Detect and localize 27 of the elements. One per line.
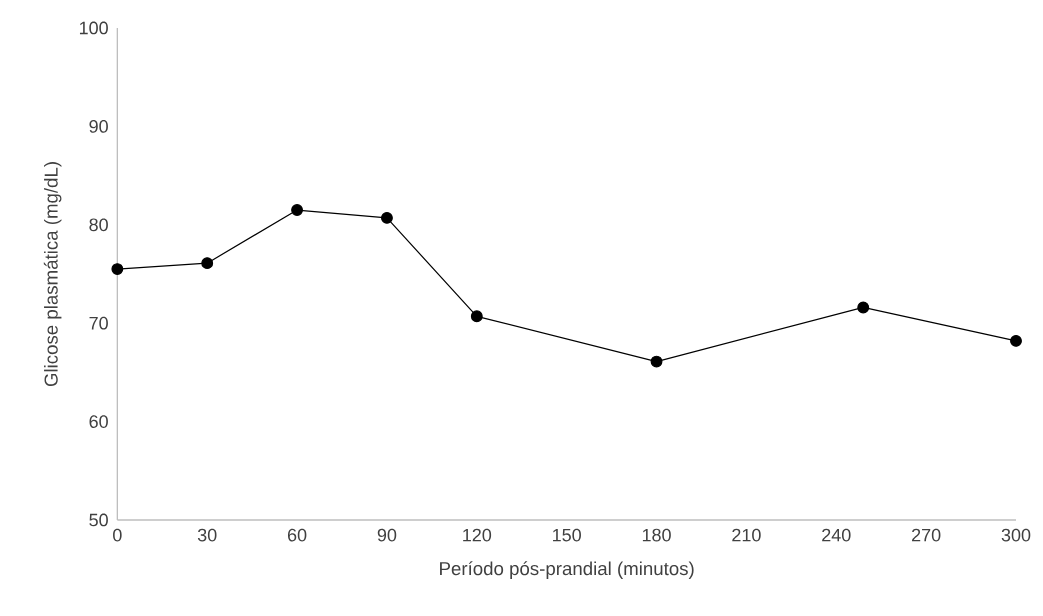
point — [1010, 334, 1022, 347]
x-axis-title: Período pós-prandial (minutos) — [440, 561, 694, 579]
x-tick-label: 60 — [287, 528, 307, 542]
point — [381, 211, 393, 224]
y-tick-label: 50 — [89, 513, 108, 527]
y-axis-title: Glicose plasmática (mg/dL) — [43, 162, 62, 387]
x-tick-label: 90 — [377, 528, 397, 542]
x-tick-label: 270 — [912, 528, 941, 542]
point — [111, 263, 124, 275]
x-tick-label: 210 — [732, 528, 761, 542]
x-tick-label: 30 — [197, 528, 217, 542]
x-tick-label: 120 — [463, 528, 492, 542]
point — [291, 204, 303, 216]
y-tick-label: 100 — [79, 21, 108, 35]
x-tick-label: 180 — [642, 528, 671, 542]
x-tick-label: 0 — [113, 528, 122, 542]
point — [650, 355, 663, 368]
y-tick-label: 90 — [89, 120, 108, 133]
point — [201, 257, 214, 270]
point — [470, 310, 483, 323]
y-tick-label: 60 — [89, 415, 108, 428]
y-tick-label: 80 — [89, 218, 108, 232]
x-tick-label: 240 — [822, 528, 851, 542]
y-tick-label: 70 — [89, 316, 108, 330]
point — [857, 301, 870, 314]
x-tick-label: 150 — [553, 528, 581, 542]
x-tick-label: 300 — [1001, 528, 1031, 542]
